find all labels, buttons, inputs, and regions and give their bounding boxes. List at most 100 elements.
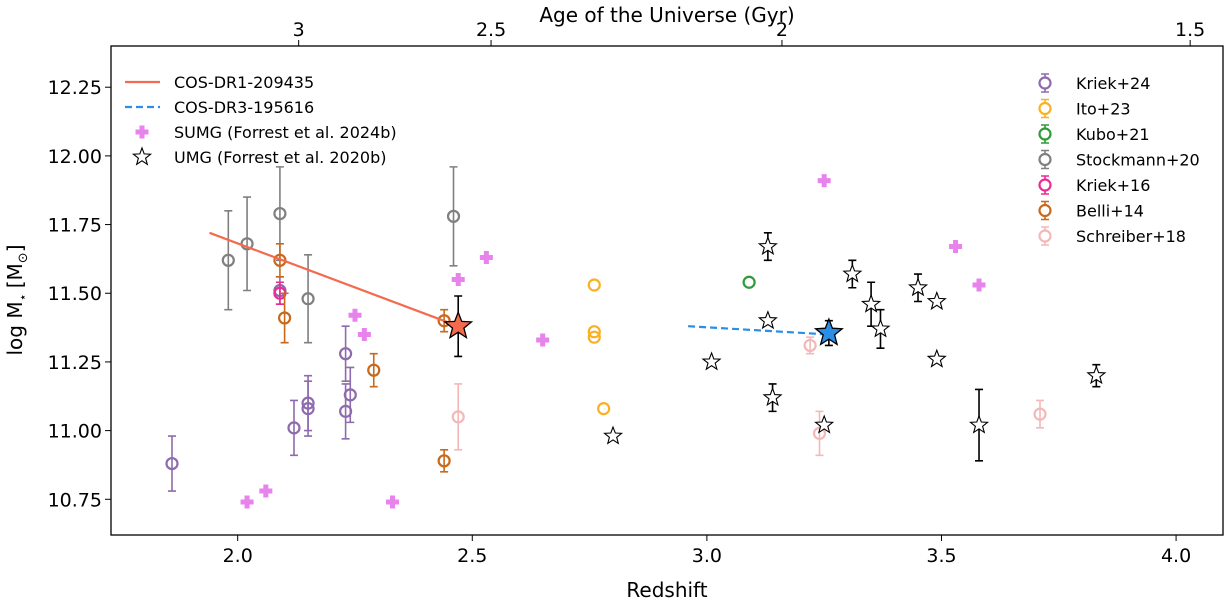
y-axis-title-unit-end: ] xyxy=(3,244,27,252)
point-6-0 xyxy=(451,410,465,424)
x-tick-label-1: 2.5 xyxy=(457,545,487,567)
y-tick-label-6: 12.25 xyxy=(48,77,102,99)
y-tick-label-5: 12.00 xyxy=(48,146,102,168)
plot-content xyxy=(165,166,1107,509)
legend-label-right-0: Kriek+24 xyxy=(1076,74,1150,93)
umg-point-5 xyxy=(814,414,835,434)
legend-marker-right-4 xyxy=(1038,178,1052,192)
legend-label-left-3: UMG (Forrest et al. 2020b) xyxy=(174,148,386,167)
errorbar-3-1 xyxy=(243,196,252,292)
point-0-4 xyxy=(338,404,353,418)
x-axis-title: Redshift xyxy=(626,578,707,602)
point-0-0 xyxy=(165,456,179,471)
y-tick-label-0: 10.75 xyxy=(48,489,102,511)
legend-marker-2 xyxy=(135,125,149,139)
umg-point-3 xyxy=(757,310,778,330)
y-tick-label-1: 11.00 xyxy=(48,421,102,443)
point-6-3 xyxy=(1033,407,1047,421)
point-3-0 xyxy=(221,253,235,267)
top-axis-title: Age of the Universe (Gyr) xyxy=(539,3,794,27)
plot-frame xyxy=(110,45,1224,536)
track-line-0 xyxy=(209,231,459,328)
point-5-4 xyxy=(437,454,451,468)
errorbar-6-0 xyxy=(454,383,463,451)
legend-marker-right-5 xyxy=(1038,203,1052,218)
errorbar-0-6 xyxy=(346,366,355,424)
errorbar-4-0 xyxy=(275,281,284,306)
point-0-3 xyxy=(301,396,315,410)
legend-label-left-2: SUMG (Forrest et al. 2024b) xyxy=(174,123,397,142)
legend-marker-3 xyxy=(131,146,153,166)
legend-label-right-3: Stockmann+20 xyxy=(1076,151,1200,170)
legend-label-right-2: Kubo+21 xyxy=(1076,125,1150,144)
sumg-point-5 xyxy=(451,273,465,287)
highlight-star-1 xyxy=(813,317,844,346)
umg-point-13 xyxy=(1086,365,1107,385)
point-1-0 xyxy=(587,278,601,292)
errorbar-0-1 xyxy=(289,399,298,457)
legend-marker-right-3 xyxy=(1038,152,1052,167)
sumg-point-0 xyxy=(240,495,254,509)
umg-point-8 xyxy=(870,318,891,338)
point-3-4 xyxy=(446,209,461,223)
y-axis-title-main: log M xyxy=(3,301,27,355)
errorbar-5-2 xyxy=(369,352,378,388)
y-axis-title-unit-sub: ⊙ xyxy=(16,252,31,263)
errorbar-0-5 xyxy=(341,325,350,382)
sumg-point-6 xyxy=(479,251,493,265)
point-5-3 xyxy=(437,314,451,328)
legend-label-right-6: Schreiber+18 xyxy=(1076,227,1186,246)
errorbar-3-0 xyxy=(224,210,233,311)
point-5-1 xyxy=(278,311,292,325)
errorbar-3-4 xyxy=(449,166,458,267)
top-tick-label-1: 2.5 xyxy=(476,19,506,41)
highlight-star-0 xyxy=(443,310,474,339)
axes: 2.0 2.5 3.0 3.5 4.0 10.75 11.00 11.25 11.50 11.75… xyxy=(48,19,1206,567)
errorbar-6-3 xyxy=(1036,399,1045,429)
x-tick-label-3: 3.5 xyxy=(926,545,956,567)
sumg-point-9 xyxy=(949,240,963,254)
x-tick-label-4: 4.0 xyxy=(1161,545,1191,567)
y-axis-title-unit: [M xyxy=(3,263,27,288)
errorbar-0-3 xyxy=(304,374,313,432)
legend-marker-right-0 xyxy=(1038,76,1052,90)
umg-point-11 xyxy=(926,348,947,368)
errorbar-0-0 xyxy=(167,435,176,492)
umg-point-10 xyxy=(926,290,947,311)
sumg-point-2 xyxy=(386,495,400,509)
legend-label-right-1: Ito+23 xyxy=(1076,100,1131,119)
errorbar-5-1 xyxy=(280,292,289,344)
point-0-1 xyxy=(287,421,301,435)
errorbar-6-2 xyxy=(815,410,824,457)
legend-marker-right-1 xyxy=(1038,101,1052,116)
point-5-2 xyxy=(367,363,381,377)
legend-label-right-4: Kriek+16 xyxy=(1076,176,1150,195)
y-tick-label-3: 11.50 xyxy=(48,283,102,305)
top-tick-label-0: 3 xyxy=(293,19,305,41)
umg-point-2 xyxy=(757,235,778,256)
legend-marker-right-6 xyxy=(1038,229,1052,243)
point-1-3 xyxy=(597,402,611,416)
point-6-2 xyxy=(812,426,827,440)
legend-label-left-0: COS-DR1-209435 xyxy=(174,73,314,92)
track-line-1 xyxy=(688,325,829,336)
legend-label-left-1: COS-DR3-195616 xyxy=(174,98,314,117)
y-axis-title: log M⋆ [M⊙] xyxy=(3,244,31,355)
umg-point-9 xyxy=(908,277,929,297)
top-tick-label-2: 2 xyxy=(776,19,788,41)
point-6-1 xyxy=(803,338,817,353)
point-1-1 xyxy=(587,325,601,339)
umg-point-6 xyxy=(842,263,863,283)
legend-label-right-5: Belli+14 xyxy=(1076,202,1144,221)
sumg-point-7 xyxy=(536,333,550,347)
x-tick-label-0: 2.0 xyxy=(223,545,253,567)
errorbar-5-4 xyxy=(440,449,449,473)
top-tick-label-3: 1.5 xyxy=(1175,19,1205,41)
point-0-5 xyxy=(338,347,353,361)
sumg-point-1 xyxy=(259,484,273,498)
sumg-point-10 xyxy=(972,278,986,292)
y-tick-label-2: 11.25 xyxy=(48,352,102,374)
legend: COS-DR1-209435 COS-DR3-195616 SUMG (Forres… xyxy=(125,73,1200,246)
point-1-2 xyxy=(587,330,601,344)
